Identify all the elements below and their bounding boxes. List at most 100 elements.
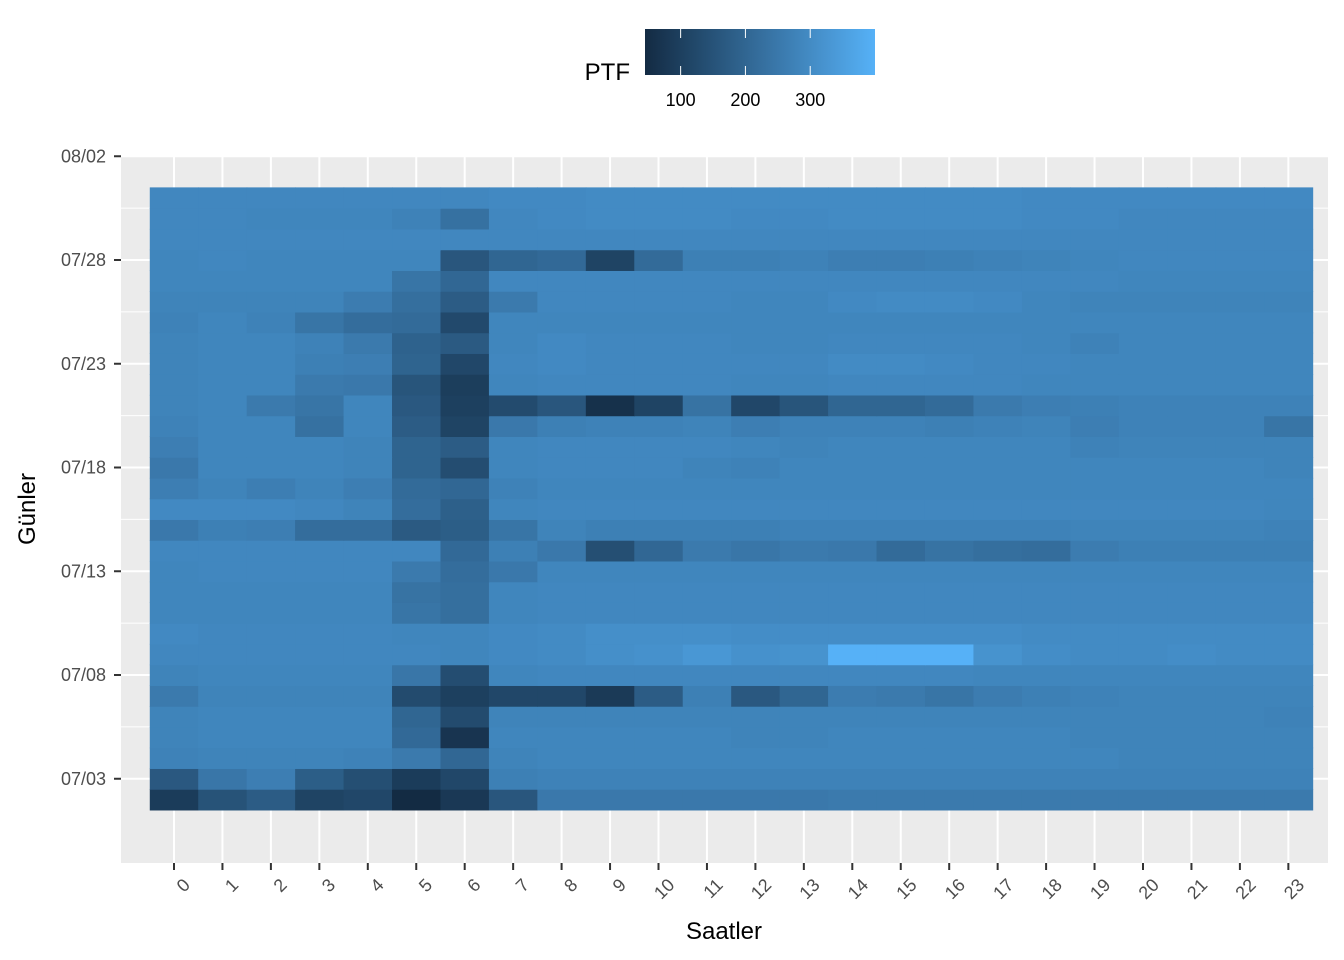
heatmap-tile [198, 270, 248, 292]
heatmap-tile [1167, 768, 1217, 790]
heatmap-tile [246, 415, 296, 437]
heatmap-tile [488, 457, 538, 479]
heatmap-tile [295, 664, 345, 686]
heatmap-tile [1021, 706, 1071, 728]
heatmap-tile [246, 394, 296, 417]
heatmap-tile [537, 643, 587, 666]
heatmap-tile [392, 768, 442, 790]
heatmap-tile [488, 477, 538, 500]
heatmap-tile [149, 332, 199, 354]
heatmap-tile [973, 208, 1023, 230]
heatmap-tile [440, 623, 490, 645]
heatmap-tile [779, 228, 829, 251]
heatmap-tile [1264, 560, 1314, 583]
heatmap-tile [343, 768, 393, 790]
heatmap-tile [585, 706, 635, 728]
heatmap-tile [295, 415, 345, 437]
heatmap-tile [828, 270, 878, 292]
heatmap-tile [585, 249, 635, 271]
y-tick-label: 07/23 [61, 354, 106, 374]
heatmap-tile [1264, 311, 1314, 334]
heatmap-tile [973, 789, 1023, 811]
heatmap-tile [1215, 415, 1265, 437]
heatmap-tile [537, 249, 587, 271]
heatmap-tile [246, 457, 296, 479]
heatmap-tile [1021, 519, 1071, 541]
heatmap-tile [343, 726, 393, 749]
heatmap-tile [1021, 747, 1071, 769]
heatmap-tile [440, 519, 490, 541]
heatmap-tile [392, 560, 442, 583]
heatmap-tile [246, 374, 296, 396]
heatmap-tile [1167, 540, 1217, 562]
heatmap-tile [1118, 768, 1168, 790]
heatmap-tile [440, 477, 490, 500]
heatmap-tile [440, 436, 490, 458]
heatmap-tile [924, 394, 975, 417]
heatmap-tile [1215, 249, 1265, 271]
heatmap-tile [1167, 560, 1217, 583]
heatmap-tile [295, 581, 345, 603]
heatmap-tile [537, 685, 587, 707]
heatmap-tile [682, 187, 732, 209]
heatmap-tile [198, 706, 248, 728]
heatmap-tile [1215, 706, 1265, 728]
heatmap-tile [440, 228, 490, 251]
heatmap-tile [779, 706, 829, 728]
heatmap-tile [440, 249, 490, 271]
heatmap-tile [828, 249, 878, 271]
heatmap-tile [537, 768, 587, 790]
x-tick-label: 11 [699, 875, 726, 902]
heatmap-tile [876, 353, 926, 375]
x-tick-label: 12 [747, 875, 775, 903]
heatmap-tile [1264, 706, 1314, 728]
heatmap-tile [488, 519, 538, 541]
heatmap-tile [1264, 581, 1314, 603]
heatmap-tile [585, 581, 635, 603]
heatmap-tile [246, 498, 296, 520]
heatmap-tile [1118, 291, 1168, 313]
heatmap-tile [537, 311, 587, 334]
heatmap-tile [634, 623, 684, 645]
heatmap-tile [876, 581, 926, 603]
heatmap-tile [731, 623, 781, 645]
heatmap-tile [1070, 643, 1120, 666]
heatmap-tile [198, 747, 248, 769]
heatmap-tile [1167, 519, 1217, 541]
heatmap-tile [295, 208, 345, 230]
heatmap-tile [1021, 208, 1071, 230]
heatmap-tile [246, 581, 296, 603]
heatmap-tile [1021, 457, 1071, 479]
heatmap-tile [682, 270, 732, 292]
heatmap-tile [1118, 540, 1168, 562]
heatmap-tile [1215, 228, 1265, 251]
heatmap-tile [1264, 498, 1314, 520]
heatmap-tile [828, 540, 878, 562]
heatmap-tile [828, 311, 878, 334]
heatmap-tile [1264, 332, 1314, 354]
heatmap-tile [731, 394, 781, 417]
heatmap-tile [585, 394, 635, 417]
heatmap-tile [1215, 436, 1265, 458]
heatmap-tile [634, 560, 684, 583]
heatmap-tile [1264, 228, 1314, 251]
heatmap-tile [876, 747, 926, 769]
heatmap-tile [779, 768, 829, 790]
heatmap-tile [295, 353, 345, 375]
heatmap-tile [1118, 311, 1168, 334]
heatmap-tile [876, 436, 926, 458]
heatmap-tile [1264, 789, 1314, 811]
heatmap-tile [682, 374, 732, 396]
heatmap-tile [634, 664, 684, 686]
heatmap-tile [343, 519, 393, 541]
heatmap-tile [246, 685, 296, 707]
legend-tick-label: 200 [730, 90, 760, 110]
heatmap-tile [1070, 768, 1120, 790]
heatmap-tile [731, 519, 781, 541]
x-tick-label: 21 [1183, 875, 1211, 903]
heatmap-tile [731, 436, 781, 458]
heatmap-tile [149, 643, 199, 666]
heatmap-tile [924, 623, 975, 645]
heatmap-tile [731, 374, 781, 396]
heatmap-tile [440, 581, 490, 603]
